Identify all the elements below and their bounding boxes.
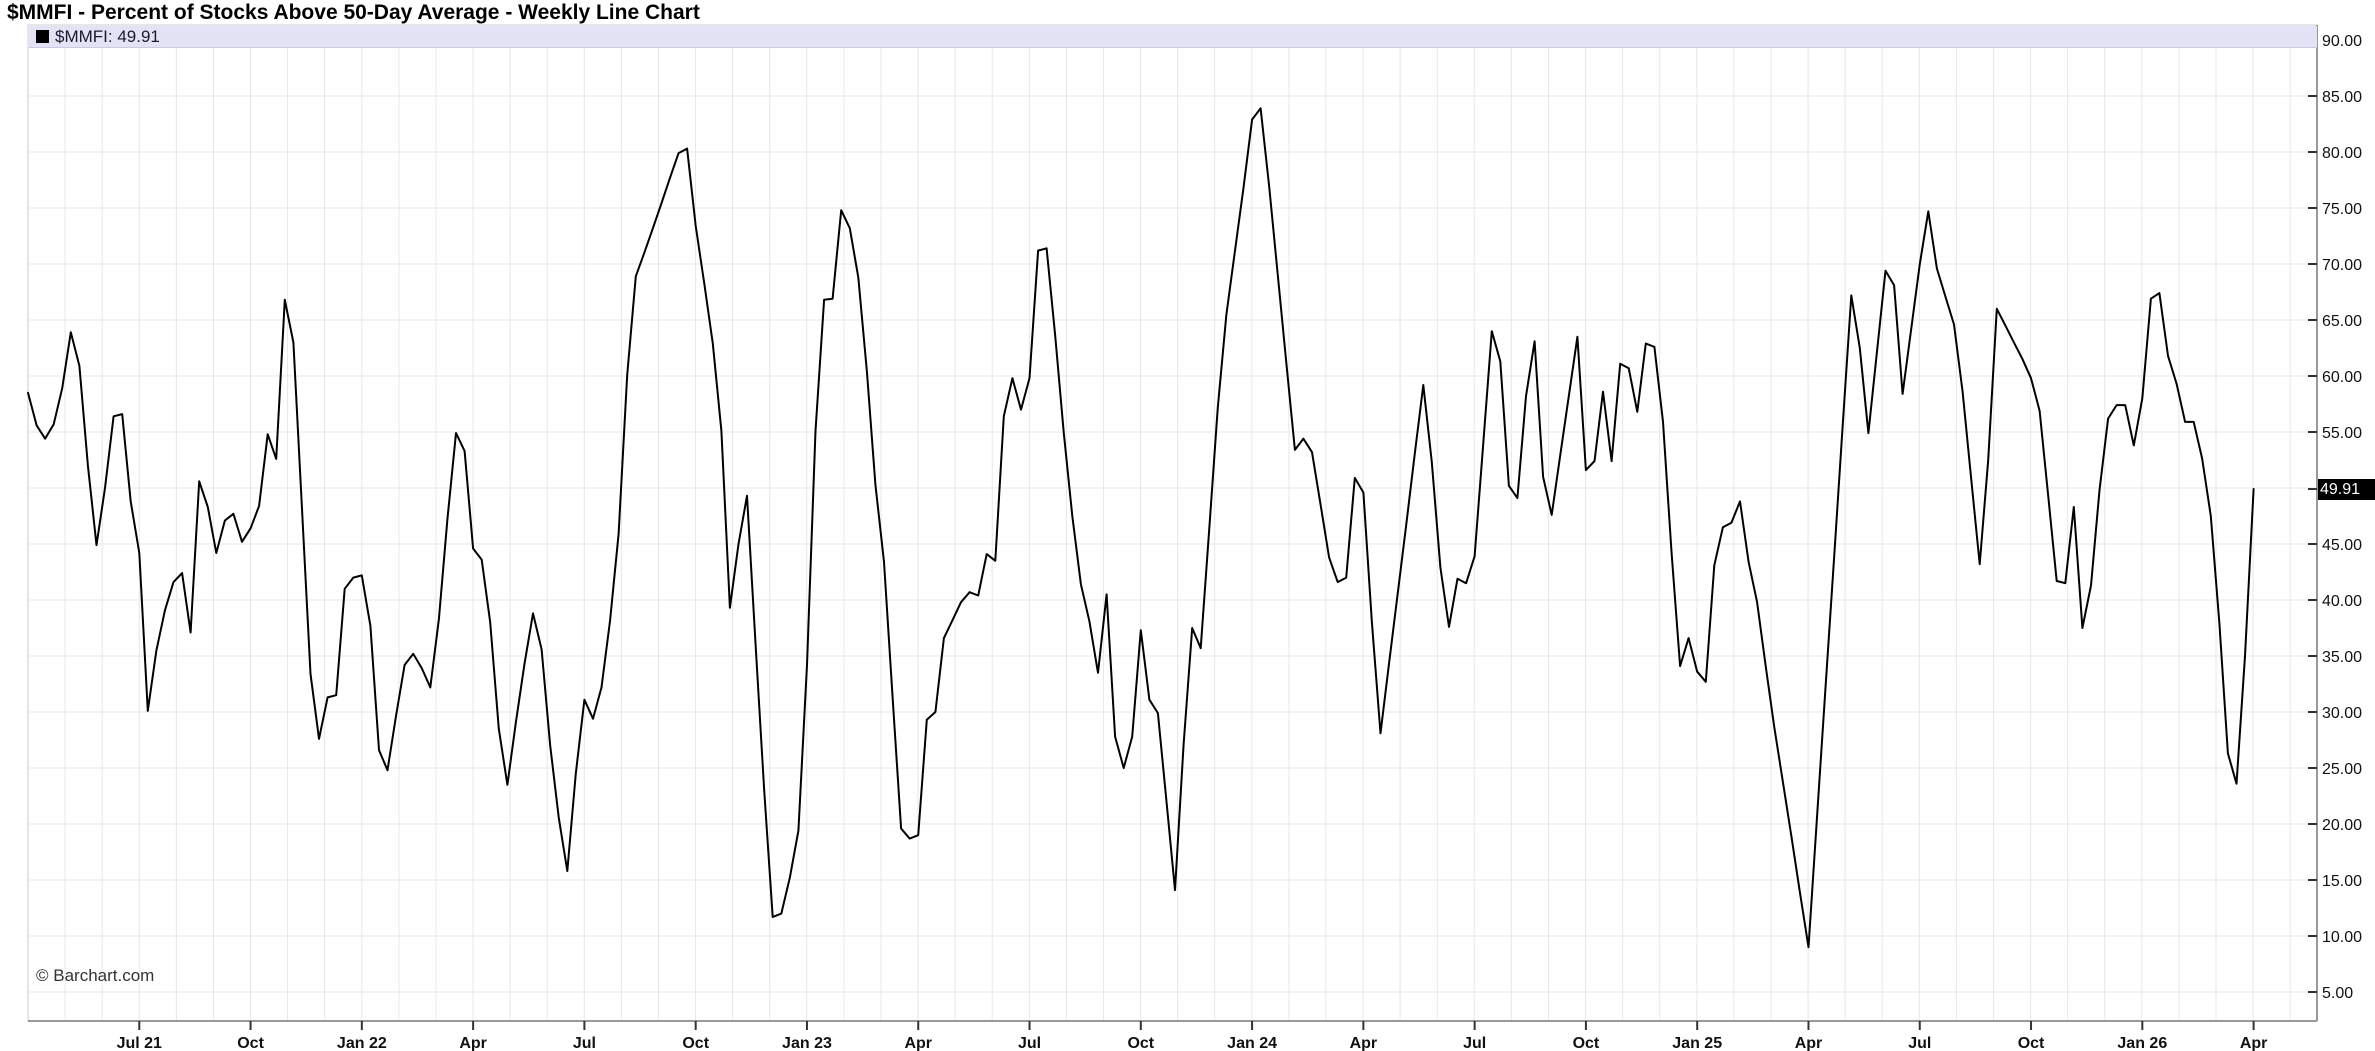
- y-tick-label: 45.00: [2322, 537, 2362, 554]
- chart-title: $MMFI - Percent of Stocks Above 50-Day A…: [7, 1, 700, 24]
- y-tick-label: 60.00: [2322, 369, 2362, 386]
- legend-series-label: $MMFI: 49.91: [55, 26, 160, 46]
- x-tick-label: Jan 23: [782, 1035, 832, 1051]
- x-tick-label: Apr: [1795, 1035, 1823, 1051]
- x-tick-label: Oct: [2018, 1035, 2045, 1051]
- y-tick-label: 90.00: [2322, 33, 2362, 50]
- y-tick-label: 70.00: [2322, 257, 2362, 274]
- x-tick-label: Jul 21: [117, 1035, 162, 1051]
- x-tick-label: Jul: [1908, 1035, 1931, 1051]
- x-tick-label: Oct: [237, 1035, 264, 1051]
- y-tick-label: 75.00: [2322, 201, 2362, 218]
- x-tick-label: Oct: [1573, 1035, 1600, 1051]
- x-tick-label: Oct: [682, 1035, 709, 1051]
- legend-band: $MMFI: 49.91: [29, 26, 2317, 48]
- x-tick-label: Oct: [1127, 1035, 1154, 1051]
- x-tick-label: Apr: [459, 1035, 487, 1051]
- x-tick-label: Jan 26: [2117, 1035, 2167, 1051]
- x-tick-label: Jan 25: [1672, 1035, 1722, 1051]
- y-tick-label: 85.00: [2322, 89, 2362, 106]
- y-tick-label: 15.00: [2322, 873, 2362, 890]
- legend-series-swatch-icon: [36, 30, 49, 43]
- x-tick-label: Jul: [573, 1035, 596, 1051]
- copyright-watermark: © Barchart.com: [36, 966, 155, 985]
- y-tick-label: 55.00: [2322, 425, 2362, 442]
- x-tick-label: Apr: [1350, 1035, 1378, 1051]
- y-tick-label: 30.00: [2322, 705, 2362, 722]
- y-tick-label: 65.00: [2322, 313, 2362, 330]
- y-tick-label: 25.00: [2322, 761, 2362, 778]
- x-tick-label: Jan 24: [1227, 1035, 1277, 1051]
- last-price-badge: 49.91: [2318, 478, 2375, 500]
- y-tick-label: 80.00: [2322, 145, 2362, 162]
- x-tick-label: Apr: [2240, 1035, 2268, 1051]
- x-tick-label: Jul: [1018, 1035, 1041, 1051]
- y-tick-label: 20.00: [2322, 817, 2362, 834]
- x-tick-label: Apr: [904, 1035, 932, 1051]
- y-tick-label: 5.00: [2322, 985, 2353, 1002]
- x-tick-label: Jan 22: [337, 1035, 387, 1051]
- y-tick-label: 40.00: [2322, 593, 2362, 610]
- y-tick-label: 10.00: [2322, 929, 2362, 946]
- x-tick-label: Jul: [1463, 1035, 1486, 1051]
- price-line-series: [27, 107, 2255, 949]
- y-tick-label: 35.00: [2322, 649, 2362, 666]
